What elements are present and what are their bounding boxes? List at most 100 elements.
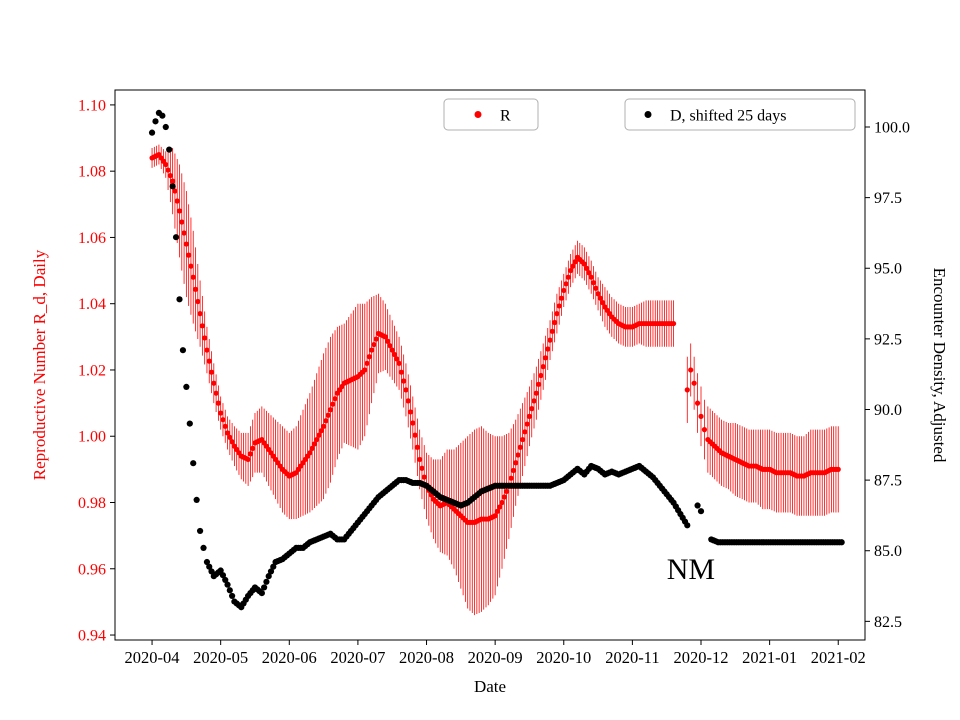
- left-tick-label: 1.04: [78, 296, 106, 313]
- data-point: [224, 430, 231, 436]
- x-tick-label: 2021-02: [811, 648, 866, 667]
- data-point: [373, 336, 379, 342]
- right-tick-label: 92.5: [874, 331, 902, 348]
- data-point: [200, 544, 207, 552]
- data-point: [531, 398, 537, 404]
- data-point: [217, 567, 224, 574]
- data-point: [398, 369, 404, 375]
- data-point: [261, 584, 268, 591]
- data-point: [595, 291, 601, 297]
- right-y-axis: 82.5 85.0 87.5 90.0 92.5 95.0 97.5 100.0 Encount…: [865, 120, 949, 631]
- data-point: [186, 252, 192, 258]
- legend-r: R: [443, 98, 539, 131]
- data-point: [208, 568, 215, 575]
- x-axis: 2020-04 2020-05 2020-06 2020-07 2020-08 2020-…: [125, 640, 866, 696]
- data-point: [568, 267, 574, 274]
- data-point: [524, 421, 530, 427]
- data-point: [401, 378, 407, 384]
- data-point: [321, 423, 327, 429]
- left-tick-label: 1.10: [78, 97, 106, 114]
- data-point: [224, 581, 231, 588]
- data-point: [542, 355, 549, 361]
- annotation-text: NM: [667, 553, 715, 586]
- data-point: [172, 188, 178, 194]
- data-point: [694, 502, 701, 509]
- data-point: [309, 445, 315, 451]
- data-point: [513, 460, 519, 466]
- left-axis-title: Reproductive Number R_d, Daily: [30, 249, 49, 480]
- data-point: [688, 367, 694, 373]
- x-tick-label: 2020-07: [330, 648, 385, 667]
- data-point: [396, 360, 402, 366]
- data-point: [593, 285, 599, 291]
- data-point: [545, 346, 551, 352]
- data-point: [250, 445, 256, 451]
- data-point: [494, 508, 501, 514]
- data-point: [229, 439, 235, 445]
- data-point: [410, 420, 416, 426]
- data-point: [197, 311, 203, 317]
- data-point: [684, 387, 690, 393]
- data-point: [536, 381, 542, 387]
- data-point: [412, 432, 418, 438]
- data-point: [332, 396, 338, 402]
- data-point: [600, 300, 606, 306]
- data-point: [167, 172, 173, 179]
- data-point: [327, 407, 334, 413]
- data-point: [199, 323, 205, 329]
- legend-label: D, shifted 25 days: [670, 108, 786, 125]
- data-point: [163, 161, 169, 168]
- data-point: [195, 298, 201, 305]
- data-point: [190, 274, 196, 280]
- legend-box: [443, 98, 539, 131]
- data-point: [838, 539, 845, 546]
- left-tick-label: 1.02: [78, 362, 106, 379]
- data-point: [588, 274, 594, 280]
- data-point: [835, 466, 841, 472]
- data-point: [203, 558, 211, 566]
- data-point: [219, 572, 227, 579]
- right-tick-label: 100.0: [874, 120, 910, 137]
- data-point: [211, 380, 217, 386]
- data-point: [421, 474, 427, 480]
- data-point: [389, 347, 395, 353]
- data-point: [181, 230, 187, 236]
- data-point: [159, 112, 166, 119]
- data-point: [179, 347, 187, 354]
- data-point: [508, 475, 514, 481]
- legend-marker-dot: [644, 111, 652, 118]
- data-point: [691, 380, 697, 386]
- series-d-shifted-25-days: [148, 109, 845, 611]
- data-point: [570, 263, 576, 269]
- right-tick-label: 97.5: [874, 190, 902, 207]
- left-tick-label: 0.96: [78, 561, 106, 578]
- data-point: [247, 451, 254, 457]
- data-point: [270, 563, 277, 570]
- data-point: [417, 456, 423, 463]
- data-point: [222, 423, 228, 429]
- left-tick-label: 1.08: [78, 164, 106, 181]
- data-point: [670, 320, 677, 327]
- data-point: [529, 406, 535, 412]
- left-tick-label: 1.06: [78, 230, 106, 247]
- data-point: [196, 527, 204, 535]
- data-point: [391, 351, 398, 358]
- legend-box: [624, 98, 856, 131]
- data-point: [407, 409, 414, 415]
- data-point: [263, 578, 270, 585]
- data-point: [369, 347, 375, 353]
- data-point: [366, 354, 372, 360]
- left-tick-label: 0.98: [78, 495, 106, 512]
- data-point: [213, 390, 219, 396]
- x-tick-label: 2020-05: [193, 648, 248, 667]
- plot-area: [114, 89, 866, 641]
- data-point: [581, 261, 587, 267]
- data-point: [169, 183, 176, 190]
- data-point: [371, 341, 377, 348]
- data-point: [206, 563, 213, 570]
- data-point: [152, 118, 159, 125]
- data-point: [533, 390, 539, 396]
- data-point: [307, 450, 313, 456]
- x-tick-label: 2020-10: [536, 648, 591, 667]
- x-tick-label: 2020-09: [468, 648, 523, 667]
